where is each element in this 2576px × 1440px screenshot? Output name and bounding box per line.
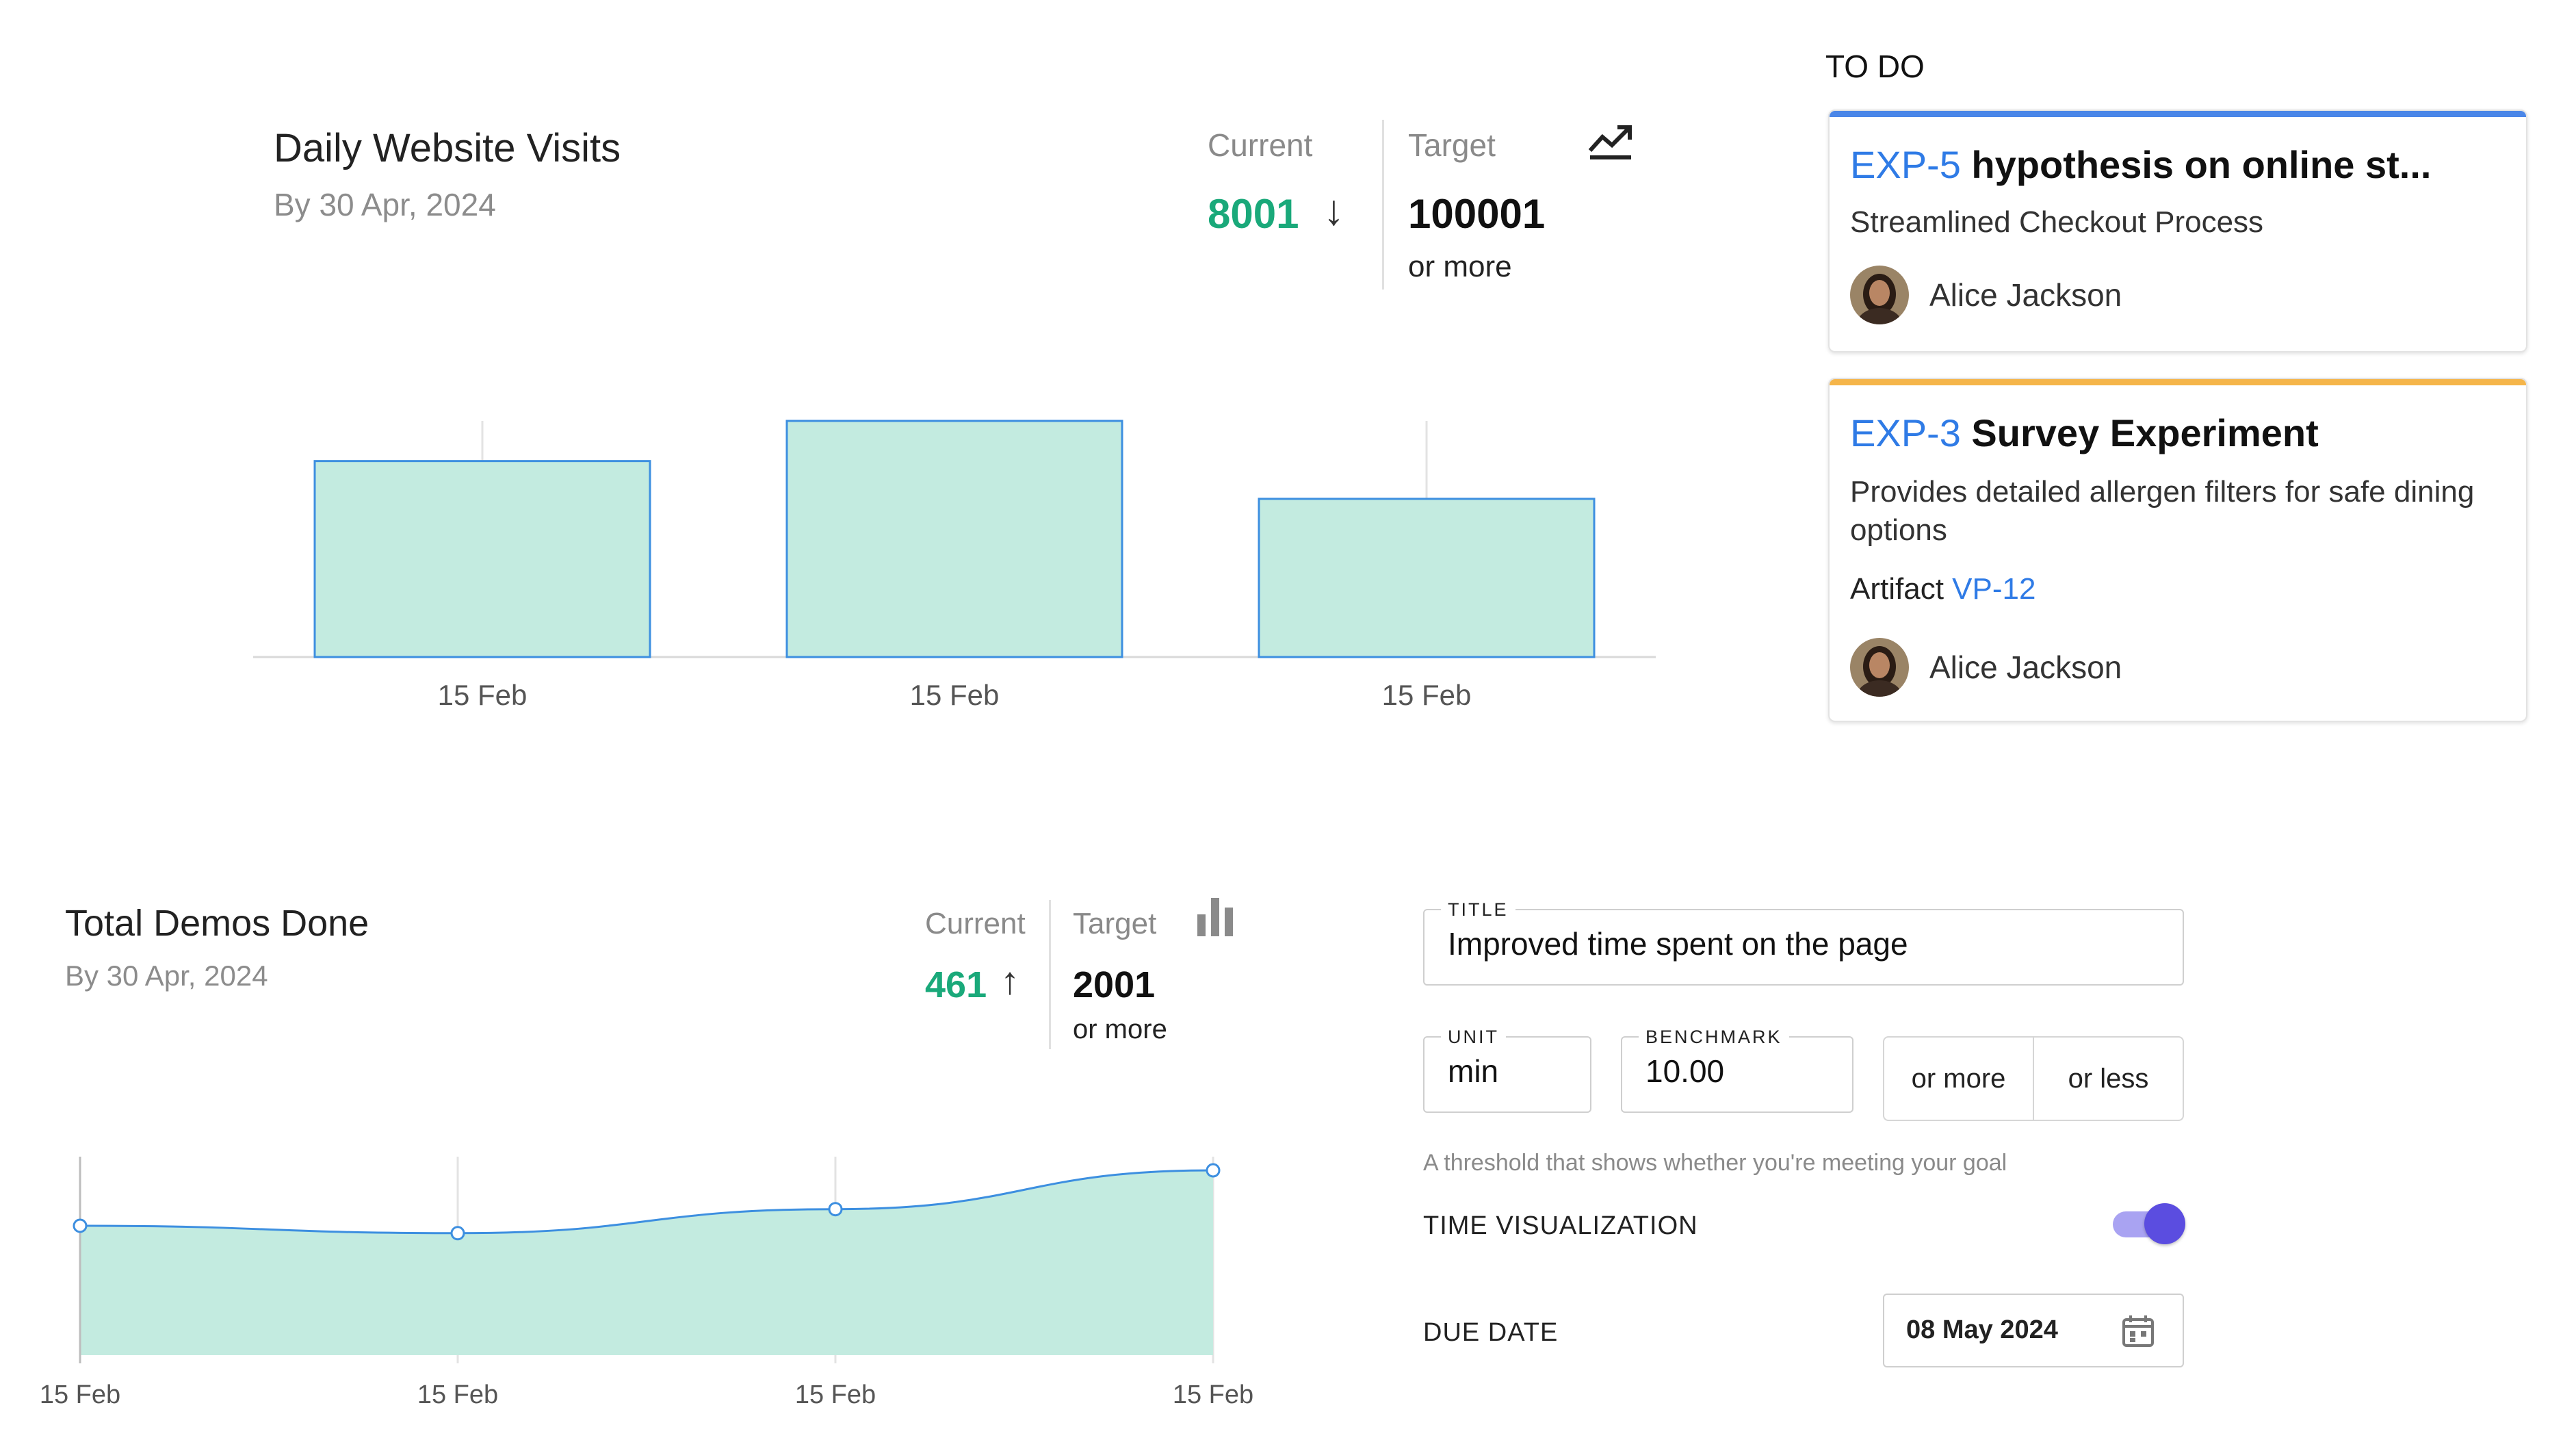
benchmark-hint: A threshold that shows whether you're me… (1423, 1150, 2007, 1176)
demos-current-value: 461 (925, 964, 987, 1005)
visits-current-value: 8001 (1208, 191, 1299, 237)
todo-card-key[interactable]: EXP-3 (1850, 411, 1961, 454)
title-field-value[interactable]: Improved time spent on the page (1448, 926, 1908, 962)
benchmark-field-value[interactable]: 10.00 (1645, 1053, 1725, 1089)
todo-card-owner-name: Alice Jackson (1929, 277, 2122, 313)
todo-card-name: Survey Experiment (1971, 411, 2319, 454)
x-tick-label: 15 Feb (438, 679, 528, 711)
todo-card-description: Provides detailed allergen filters for s… (1850, 475, 2475, 547)
demos-divider (1049, 900, 1051, 1049)
down-arrow-icon: ↓ (1323, 187, 1344, 234)
todo-card-exp-3[interactable]: EXP-3 Survey Experiment Provides detaile… (1828, 378, 2527, 722)
todo-card-artifact: Artifact VP-12 (1850, 572, 2035, 606)
todo-card-owner: Alice Jackson (1850, 638, 2122, 697)
unit-field[interactable]: UNIT min (1423, 1027, 1591, 1113)
todo-card-owner: Alice Jackson (1850, 266, 2122, 324)
visits-divider (1382, 120, 1384, 290)
visits-target-suffix: or more (1408, 250, 1512, 283)
todo-card-key[interactable]: EXP-5 (1850, 143, 1961, 186)
demos-target-label: Target (1073, 907, 1157, 940)
avatar (1850, 638, 1909, 697)
todo-heading: TO DO (1825, 49, 1925, 84)
due-date-label: DUE DATE (1423, 1318, 1559, 1347)
todo-card-name: hypothesis on online st... (1971, 143, 2432, 186)
visits-target-value: 100001 (1408, 191, 1546, 237)
artifact-label: Artifact (1850, 572, 1944, 606)
demos-area-chart: 15 Feb 15 Feb 15 Feb 15 Feb (40, 1157, 1253, 1409)
bar (313, 460, 651, 658)
due-date-value[interactable]: 08 May 2024 (1906, 1315, 2058, 1344)
switch-knob (2144, 1203, 2185, 1244)
time-visualization-switch[interactable] (2113, 1203, 2185, 1244)
threshold-direction-toggle[interactable]: or more or less (1883, 1036, 2184, 1121)
benchmark-field-label: BENCHMARK (1639, 1027, 1789, 1048)
data-point (73, 1218, 88, 1233)
x-tick-label: 15 Feb (795, 1380, 876, 1409)
calendar-icon[interactable] (2121, 1314, 2155, 1348)
trend-line-icon[interactable] (1587, 120, 1635, 162)
title-field-label: TITLE (1441, 899, 1515, 921)
demos-subtitle: By 30 Apr, 2024 (65, 960, 268, 992)
todo-card-title[interactable]: EXP-3 Survey Experiment (1850, 411, 2319, 455)
visits-bar-chart: 15 Feb 15 Feb 15 Feb (253, 420, 1656, 711)
benchmark-field[interactable]: BENCHMARK 10.00 (1621, 1027, 1853, 1113)
todo-card-title[interactable]: EXP-5 hypothesis on online st... (1850, 142, 2431, 187)
demos-current-label: Current (925, 907, 1026, 940)
or-more-option[interactable]: or more (1911, 1063, 2006, 1094)
todo-card-owner-name: Alice Jackson (1929, 650, 2122, 685)
unit-field-label: UNIT (1441, 1027, 1506, 1048)
unit-field-value[interactable]: min (1448, 1053, 1499, 1089)
todo-card-accent (1830, 111, 2526, 117)
or-less-option[interactable]: or less (2033, 1038, 2183, 1120)
bar (1258, 498, 1596, 658)
todo-card-description: Streamlined Checkout Process (1850, 205, 2264, 239)
visits-title: Daily Website Visits (274, 126, 621, 170)
todo-card-accent (1830, 379, 2526, 385)
up-arrow-icon: ↑ (1000, 959, 1019, 1002)
time-visualization-label: TIME VISUALIZATION (1423, 1211, 1698, 1240)
area-fill (80, 1170, 1213, 1355)
title-field[interactable]: TITLE Improved time spent on the page (1423, 899, 2184, 986)
visits-target-label: Target (1408, 127, 1496, 163)
bar-chart-icon[interactable] (1196, 897, 1234, 936)
demos-target-value: 2001 (1073, 964, 1156, 1005)
x-tick-label: 15 Feb (40, 1380, 120, 1409)
bar (785, 420, 1123, 658)
x-tick-label: 15 Feb (910, 679, 1000, 711)
avatar (1850, 266, 1909, 324)
data-point (828, 1202, 843, 1217)
todo-card-exp-5[interactable]: EXP-5 hypothesis on online st... Streaml… (1828, 110, 2527, 352)
x-tick-label: 15 Feb (1173, 1380, 1253, 1409)
visits-current-label: Current (1208, 127, 1313, 163)
x-tick-label: 15 Feb (1382, 679, 1472, 711)
x-tick-label: 15 Feb (417, 1380, 498, 1409)
artifact-link[interactable]: VP-12 (1952, 572, 2036, 606)
series-line (79, 1169, 1214, 1235)
due-date-field[interactable]: 08 May 2024 (1883, 1294, 2184, 1367)
data-point (450, 1226, 465, 1241)
visits-subtitle: By 30 Apr, 2024 (274, 187, 496, 222)
demos-target-suffix: or more (1073, 1014, 1167, 1044)
demos-title: Total Demos Done (65, 903, 369, 944)
data-point (1206, 1163, 1221, 1178)
